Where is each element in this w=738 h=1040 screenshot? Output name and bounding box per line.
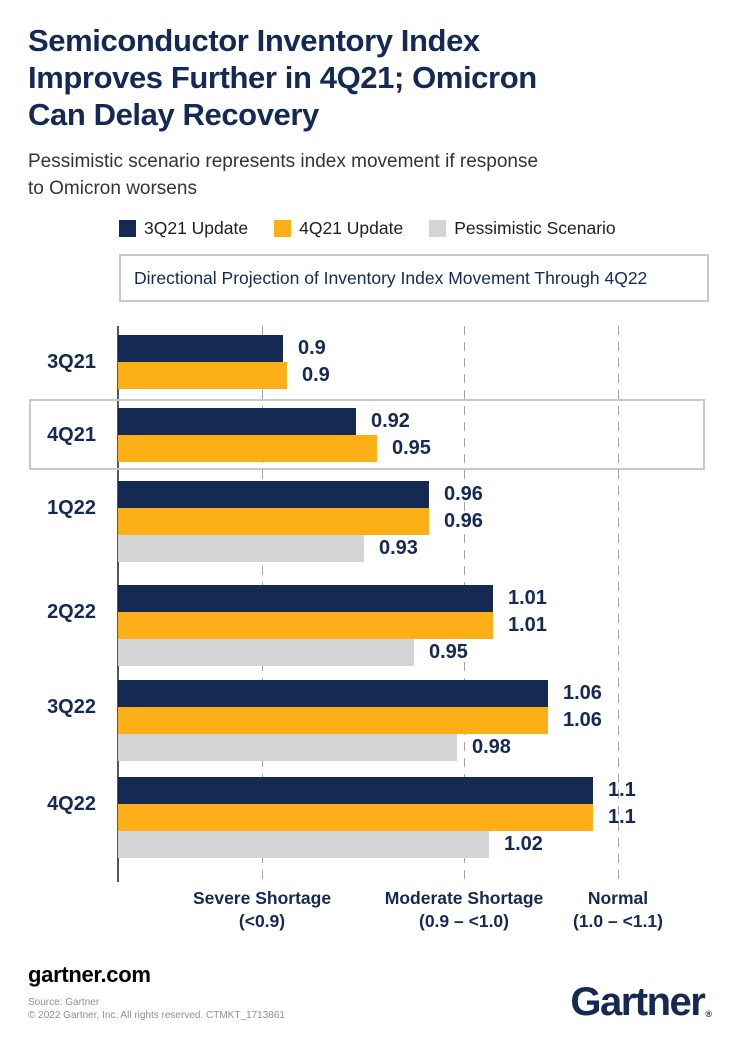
source-line: Source: Gartner bbox=[28, 997, 100, 1008]
value-label: 1.1 bbox=[608, 806, 636, 828]
legend-label: 3Q21 Update bbox=[144, 218, 249, 238]
category-label: 1Q22 bbox=[47, 497, 96, 519]
value-label: 0.96 bbox=[444, 510, 483, 532]
bar-4q21-update bbox=[118, 508, 429, 535]
legend-swatch-orange-icon bbox=[274, 220, 292, 237]
chart-legend: 3Q21 Update 4Q21 Update Pessimistic Scen… bbox=[119, 218, 616, 239]
bar-4q21-update bbox=[118, 707, 548, 734]
bar-4q21-update bbox=[118, 804, 593, 831]
bar-3q21-update bbox=[118, 335, 283, 362]
page-subtitle: Pessimistic scenario represents index mo… bbox=[28, 151, 539, 199]
page-title: Semiconductor Inventory Index Improves F… bbox=[28, 23, 537, 132]
bar-4q21-update bbox=[118, 362, 287, 389]
value-label: 1.02 bbox=[504, 833, 543, 855]
value-label: 0.95 bbox=[392, 437, 431, 459]
value-label: 1.1 bbox=[608, 779, 636, 801]
bar-3q21-update bbox=[118, 481, 429, 508]
gartner-com-text: gartner.com bbox=[28, 962, 151, 987]
value-label: 0.93 bbox=[379, 537, 418, 559]
x-zone-label-moderate: Moderate Shortage (0.9 – <1.0) bbox=[384, 888, 544, 931]
category-label: 4Q21 bbox=[47, 424, 96, 446]
bar-group-2q22: 2Q22 1.01 1.01 0.95 bbox=[0, 585, 738, 666]
legend-swatch-gray-icon bbox=[429, 220, 447, 237]
bar-4q21-update bbox=[118, 612, 493, 639]
bar-group-4q21: 4Q21 0.92 0.95 bbox=[0, 408, 738, 489]
bar-4q21-update bbox=[118, 435, 377, 462]
legend-item-4q21-update: 4Q21 Update bbox=[274, 218, 403, 239]
value-label: 0.95 bbox=[429, 641, 468, 663]
bar-3q21-update bbox=[118, 680, 548, 707]
gartner-logo-text: Gartner bbox=[570, 980, 706, 1024]
value-label: 0.92 bbox=[371, 410, 410, 432]
value-label: 1.06 bbox=[563, 709, 602, 731]
bar-pessimistic bbox=[118, 734, 457, 761]
legend-swatch-navy-icon bbox=[119, 220, 136, 237]
bar-group-1q22: 1Q22 0.96 0.96 0.93 bbox=[0, 481, 738, 562]
category-label: 4Q22 bbox=[47, 793, 96, 815]
value-label: 0.9 bbox=[302, 364, 330, 386]
registered-mark-icon: ® bbox=[705, 1009, 712, 1019]
legend-label: 4Q21 Update bbox=[299, 218, 404, 238]
bar-pessimistic bbox=[118, 535, 364, 562]
highlight-box-4q21 bbox=[29, 399, 705, 470]
source-note: Source: Gartner © 2022 Gartner, Inc. All… bbox=[28, 996, 285, 1022]
x-zone-label-normal: Normal (1.0 – <1.1) bbox=[573, 888, 663, 931]
bar-group-3q22: 3Q22 1.06 1.06 0.98 bbox=[0, 680, 738, 761]
bar-group-3q21: 3Q21 0.9 0.9 bbox=[0, 335, 738, 416]
gridline-1-1 bbox=[618, 326, 619, 884]
projection-annotation-box: Directional Projection of Inventory Inde… bbox=[119, 254, 709, 302]
category-label: 2Q22 bbox=[47, 601, 96, 623]
value-label: 0.98 bbox=[472, 736, 511, 758]
category-label: 3Q21 bbox=[47, 351, 96, 373]
value-label: 1.01 bbox=[508, 614, 547, 636]
bar-group-4q22: 4Q22 1.1 1.1 1.02 bbox=[0, 777, 738, 858]
copyright-line: © 2022 Gartner, Inc. All rights reserved… bbox=[28, 1010, 285, 1021]
value-label: 0.96 bbox=[444, 483, 483, 505]
legend-label: Pessimistic Scenario bbox=[454, 218, 616, 238]
category-label: 3Q22 bbox=[47, 696, 96, 718]
value-label: 0.9 bbox=[298, 337, 326, 359]
legend-item-3q21-update: 3Q21 Update bbox=[119, 218, 248, 239]
gartner-logo: Gartner® bbox=[570, 980, 712, 1025]
bar-3q21-update bbox=[118, 777, 593, 804]
value-label: 1.06 bbox=[563, 682, 602, 704]
projection-annotation-text: Directional Projection of Inventory Inde… bbox=[134, 267, 648, 288]
bar-3q21-update bbox=[118, 585, 493, 612]
legend-item-pessimistic: Pessimistic Scenario bbox=[429, 218, 616, 239]
bar-pessimistic bbox=[118, 831, 489, 858]
bar-pessimistic bbox=[118, 639, 414, 666]
bar-3q21-update bbox=[118, 408, 356, 435]
x-zone-label-severe: Severe Shortage (<0.9) bbox=[192, 888, 332, 931]
value-label: 1.01 bbox=[508, 587, 547, 609]
